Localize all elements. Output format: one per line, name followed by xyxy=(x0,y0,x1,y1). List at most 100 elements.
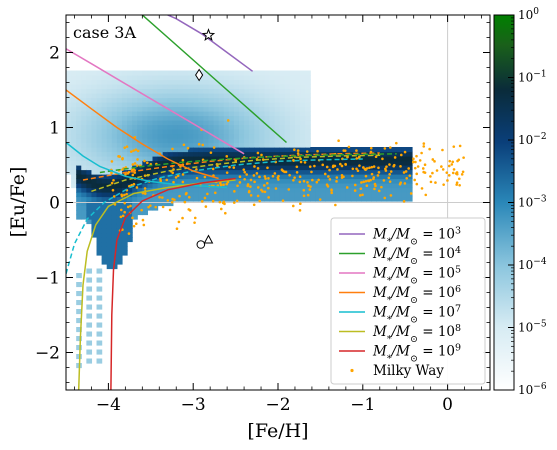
milky-way-point xyxy=(187,208,191,211)
milky-way-point xyxy=(247,190,251,194)
density-cell xyxy=(274,138,281,144)
milky-way-point xyxy=(295,171,299,174)
milky-way-point xyxy=(121,214,125,218)
milky-way-point xyxy=(435,169,439,172)
y-axis-label: [Eu/Fe] xyxy=(7,167,29,238)
milky-way-point xyxy=(174,176,178,179)
density-cell xyxy=(183,75,189,81)
density-cell xyxy=(244,75,250,81)
milky-way-point xyxy=(265,181,269,185)
milky-way-point xyxy=(132,149,135,152)
density-cell xyxy=(183,142,189,148)
density-cell xyxy=(147,147,154,153)
density-cell xyxy=(244,165,250,171)
density-cell xyxy=(172,93,179,99)
milky-way-point xyxy=(178,194,181,198)
density-cell xyxy=(132,192,138,198)
milky-way-point xyxy=(187,195,191,199)
density-cell xyxy=(152,97,159,103)
density-cell xyxy=(300,160,306,166)
density-cell xyxy=(254,120,260,126)
density-cell xyxy=(111,93,118,99)
density-cell xyxy=(193,115,199,121)
density-cell xyxy=(294,187,301,193)
density-cell xyxy=(132,106,138,112)
density-cell xyxy=(361,174,367,180)
density-cell xyxy=(356,160,362,166)
density-cell xyxy=(132,138,138,144)
density-cell xyxy=(218,129,225,135)
density-cell xyxy=(137,106,143,112)
density-cell xyxy=(213,102,220,108)
milky-way-point xyxy=(383,147,387,150)
density-cell xyxy=(157,70,164,76)
density-cell xyxy=(193,129,199,135)
density-cell xyxy=(238,79,245,85)
density-cell xyxy=(254,102,260,108)
density-cell xyxy=(264,88,271,94)
density-cell xyxy=(213,84,220,90)
density-cell xyxy=(162,129,169,135)
density-cell xyxy=(162,84,169,90)
density-cell xyxy=(183,106,189,112)
density-cell xyxy=(218,133,225,139)
milky-way-point xyxy=(296,152,300,155)
milky-way-point xyxy=(310,170,313,174)
density-cell xyxy=(284,142,291,148)
density-cell xyxy=(188,115,194,121)
density-cell xyxy=(325,156,332,162)
density-cell xyxy=(106,178,113,184)
density-cell xyxy=(340,160,347,166)
density-cell xyxy=(218,165,225,171)
density-cell xyxy=(71,124,77,130)
density-cell xyxy=(249,165,255,171)
density-cell xyxy=(269,187,276,193)
density-cell xyxy=(152,147,159,153)
milky-way-point xyxy=(422,142,426,145)
density-cell xyxy=(274,115,281,121)
density-cell xyxy=(406,147,413,153)
milky-way-point xyxy=(450,163,454,166)
density-cell xyxy=(183,70,189,76)
density-cell xyxy=(264,178,271,184)
density-cell xyxy=(401,174,408,180)
density-cell xyxy=(101,75,108,81)
density-cell xyxy=(289,106,296,112)
density-cell xyxy=(223,129,230,135)
density-cell xyxy=(162,156,169,162)
milky-way-point xyxy=(201,143,205,147)
density-cell xyxy=(183,160,189,166)
density-cell xyxy=(66,156,72,162)
density-cell xyxy=(294,88,301,94)
density-cell xyxy=(208,79,215,85)
milky-way-point xyxy=(225,171,229,174)
density-cell xyxy=(249,151,255,157)
milky-way-point xyxy=(385,165,388,168)
density-cell xyxy=(167,93,174,99)
milky-way-point xyxy=(365,167,369,170)
density-cell xyxy=(320,169,327,175)
density-cell xyxy=(274,192,281,198)
density-cell xyxy=(279,75,286,81)
density-cell xyxy=(91,124,98,130)
density-cell xyxy=(386,156,393,162)
milky-way-point xyxy=(256,167,260,170)
density-cell xyxy=(81,97,87,103)
density-cell xyxy=(264,187,271,193)
density-cell xyxy=(330,147,337,153)
density-cell xyxy=(335,156,342,162)
density-cell xyxy=(264,93,271,99)
density-cell xyxy=(289,192,296,198)
density-cell xyxy=(96,93,103,99)
milky-way-point xyxy=(110,181,114,185)
density-cell xyxy=(106,174,113,180)
milky-way-point xyxy=(451,171,455,175)
density-cell xyxy=(203,192,210,198)
special-markers xyxy=(195,28,216,249)
density-cell xyxy=(391,165,398,171)
density-cell xyxy=(142,169,149,175)
density-cell xyxy=(172,192,179,198)
density-cell xyxy=(284,115,291,121)
density-cell xyxy=(116,129,123,135)
milky-way-point xyxy=(134,222,138,226)
